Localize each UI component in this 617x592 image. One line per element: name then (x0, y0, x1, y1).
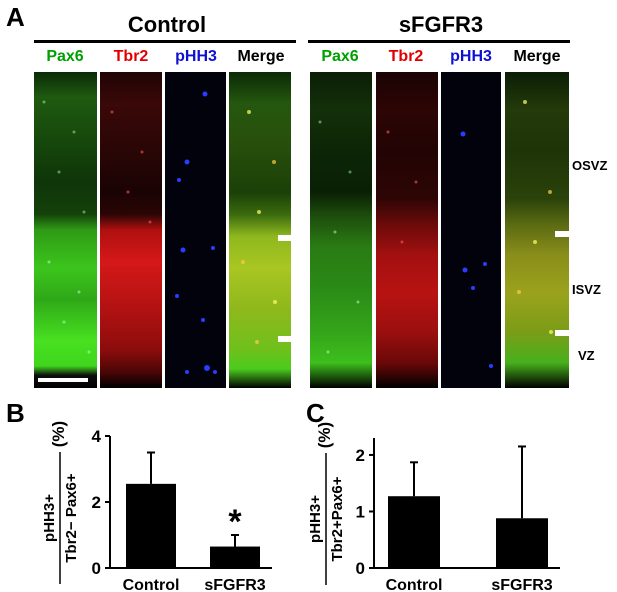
micrograph-sfgfr3-merge (505, 72, 569, 388)
zone-label-osvz: OSVZ (572, 158, 608, 173)
micrograph-control-pax6 (34, 72, 97, 388)
y-label-unit: (%) (315, 422, 334, 448)
y-axis-label: pHH3+ Tbr2+Pax6+ (%) (307, 422, 346, 585)
significance-marker: * (228, 503, 242, 541)
micrograph-control-tbr2 (100, 72, 162, 388)
panel-letter-a: A (6, 2, 25, 32)
panel-letter-c: C (306, 398, 325, 428)
group-rule-sfgfr3 (308, 40, 570, 43)
zone-boundary-marker (278, 336, 292, 342)
channel-label-phh3: pHH3 (450, 48, 492, 65)
y-tick-label: 2 (356, 446, 365, 465)
bar (126, 483, 176, 568)
zone-label-vz: VZ (578, 348, 595, 363)
y-tick-label: 0 (356, 559, 365, 578)
y-label-numerator: pHH3+ (41, 494, 58, 542)
channel-label-pax6: Pax6 (321, 48, 359, 65)
x-tick-label: sFGFR3 (204, 577, 265, 592)
x-tick-label: Control (123, 577, 180, 592)
channel-label-tbr2: Tbr2 (388, 48, 424, 65)
channel-label-pax6: Pax6 (46, 48, 84, 65)
channel-label-merge: Merge (513, 48, 561, 65)
y-tick-label: 0 (92, 559, 101, 578)
y-tick-label: 4 (92, 427, 102, 446)
y-tick-label: 1 (356, 502, 365, 521)
x-tick-label: Control (386, 577, 443, 592)
bar-chart-b: 0 2 4 Control sFGFR3 * pHH3+ Tbr2− Pax6+ (%) (41, 421, 272, 592)
micrograph-sfgfr3-tbr2 (376, 72, 438, 388)
panel-letter-b: B (6, 398, 25, 428)
y-axis-label: pHH3+ Tbr2− Pax6+ (%) (41, 421, 80, 584)
y-label-numerator: pHH3+ (307, 495, 324, 543)
zone-label-isvz: ISVZ (572, 282, 601, 297)
y-label-unit: (%) (49, 421, 68, 447)
y-tick-label: 2 (92, 493, 101, 512)
bar (388, 496, 440, 568)
group-rule-control (34, 40, 296, 43)
scale-bar (38, 378, 88, 382)
zone-boundary-marker (278, 235, 292, 241)
bar-chart-c: 0 1 2 Control sFGFR3 pHH3+ Tbr2+Pax6+ (%) (307, 422, 560, 592)
micrograph-control-phh3 (165, 72, 226, 388)
y-label-denominator: Tbr2+Pax6+ (329, 476, 346, 561)
channel-label-tbr2: Tbr2 (113, 48, 149, 65)
zone-boundary-marker (555, 330, 569, 336)
micrograph-sfgfr3-pax6 (310, 72, 372, 388)
channel-label-merge: Merge (237, 48, 285, 65)
group-title-control: Control (127, 12, 207, 37)
zone-boundary-marker (555, 231, 569, 237)
micrograph-sfgfr3-phh3 (441, 72, 501, 388)
bar (496, 518, 548, 568)
micrograph-control-merge (229, 72, 291, 388)
bar (210, 546, 260, 568)
channel-label-phh3: pHH3 (175, 48, 217, 65)
group-title-sfgfr3: sFGFR3 (398, 12, 484, 37)
x-tick-label: sFGFR3 (491, 577, 552, 592)
y-label-denominator: Tbr2− Pax6+ (63, 473, 80, 562)
